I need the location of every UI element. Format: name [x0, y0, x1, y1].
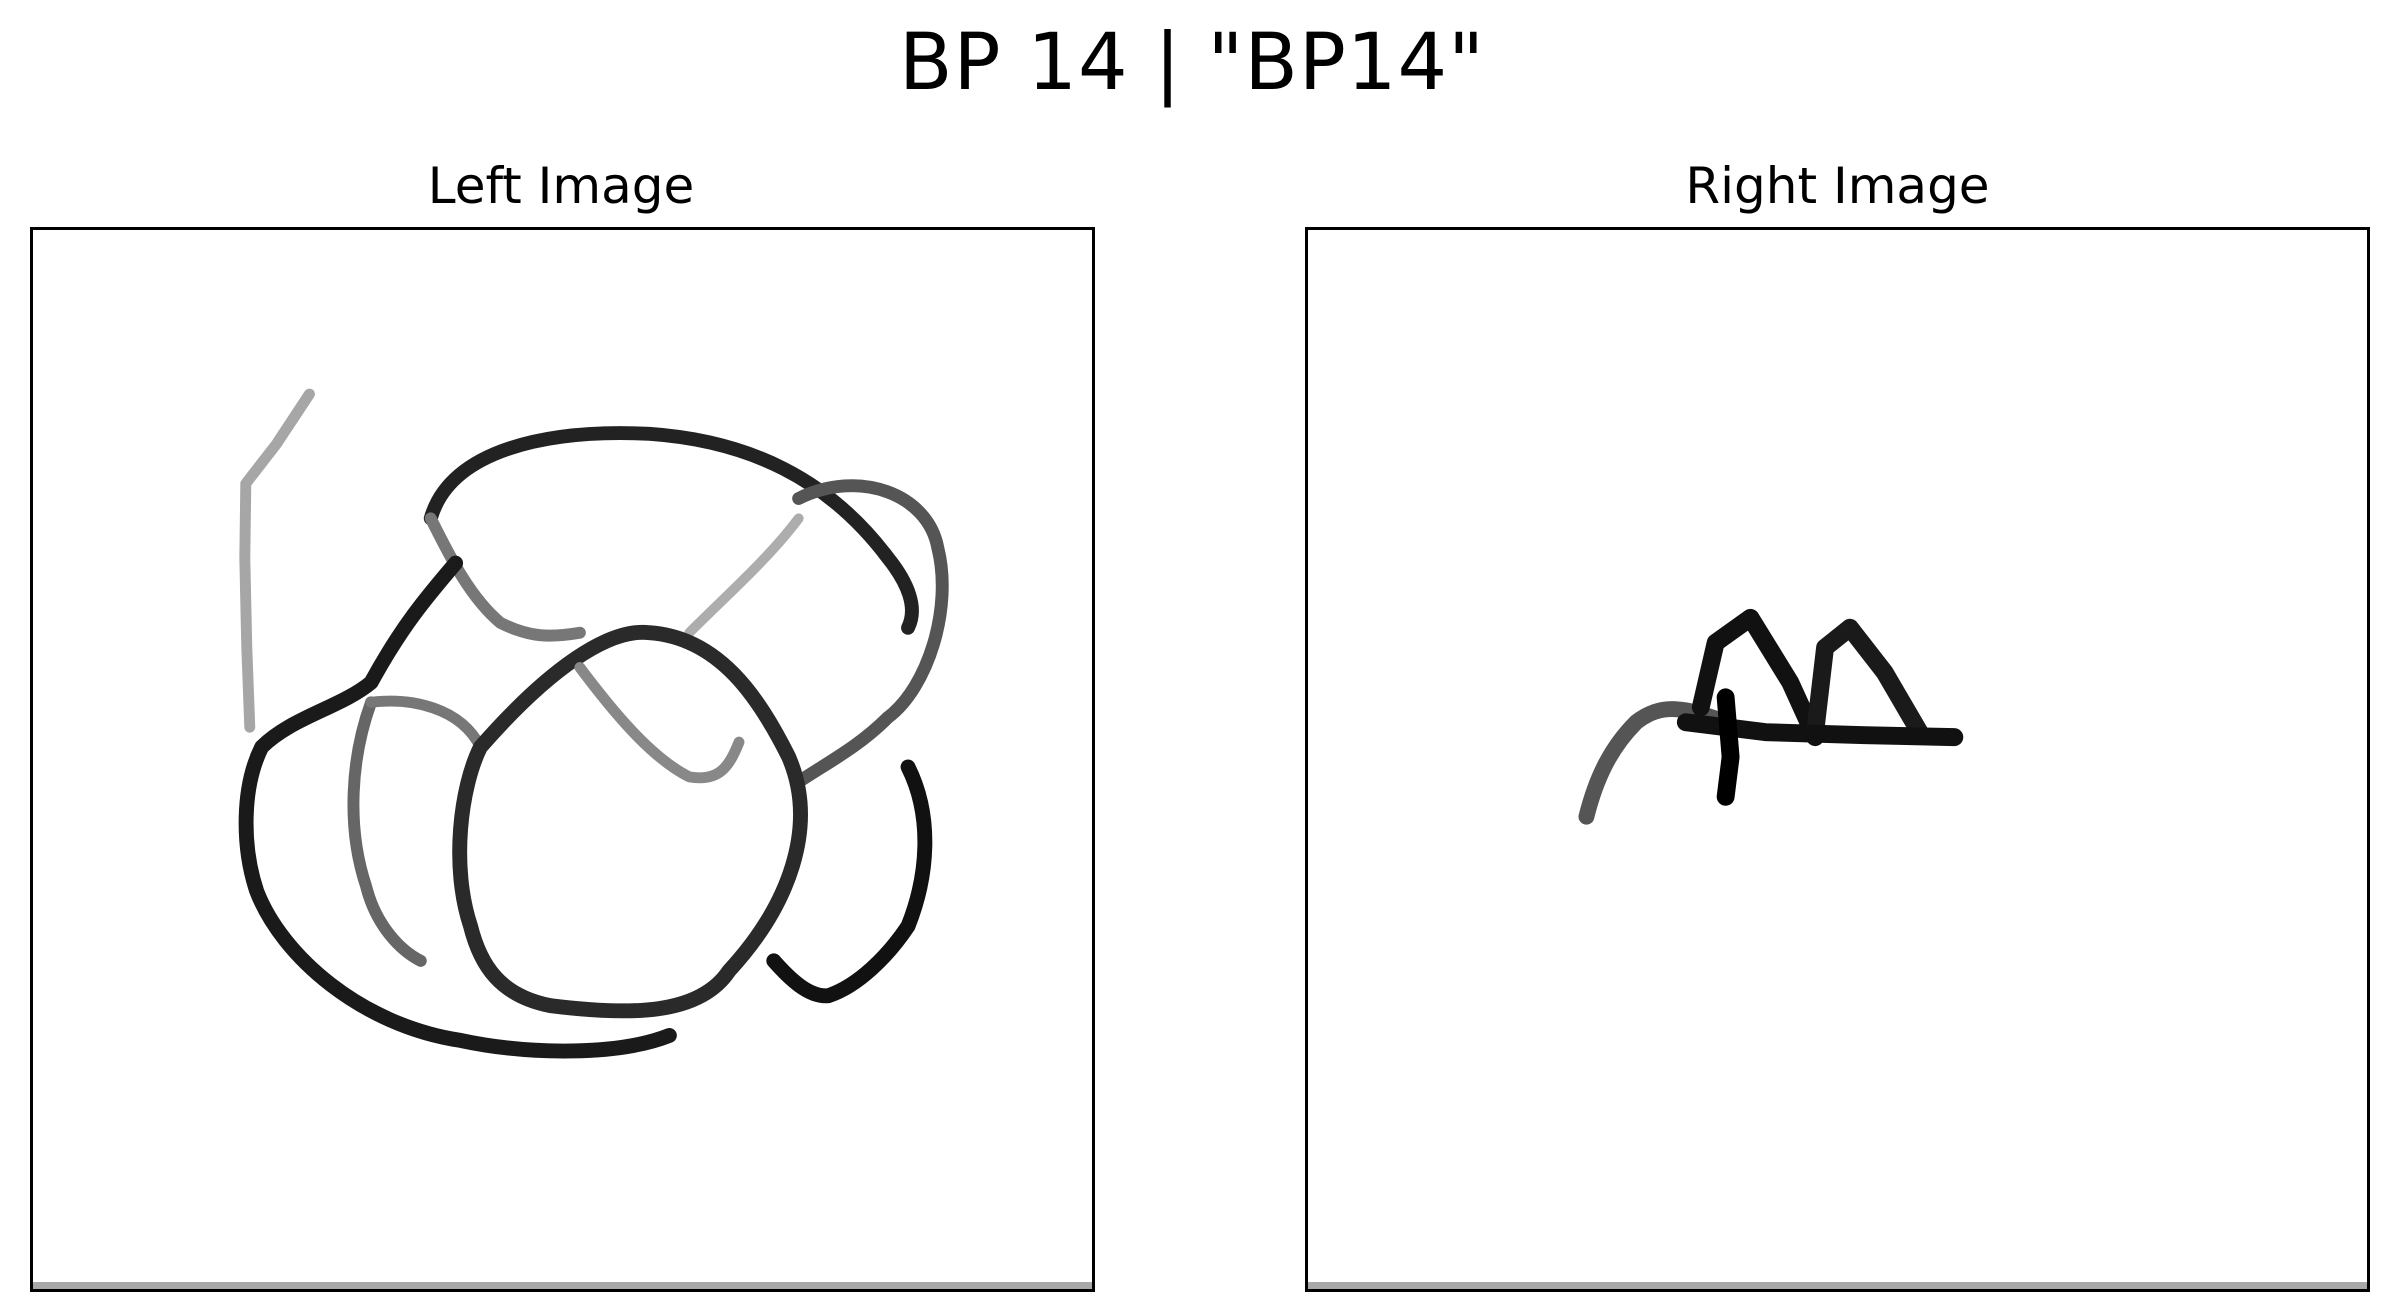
right-image-panel	[1305, 227, 2370, 1292]
right-image-bottom-edge	[1308, 1282, 2367, 1289]
left-image-drawing	[238, 388, 949, 1059]
right-image-title: Right Image	[1685, 157, 1990, 215]
left-image-panel	[30, 227, 1095, 1292]
figure-title: BP 14 | "BP14"	[898, 18, 1485, 108]
left-image-bottom-edge	[33, 1282, 1092, 1289]
right-image-drawing	[1578, 608, 1964, 825]
left-image-title: Left Image	[427, 157, 695, 215]
